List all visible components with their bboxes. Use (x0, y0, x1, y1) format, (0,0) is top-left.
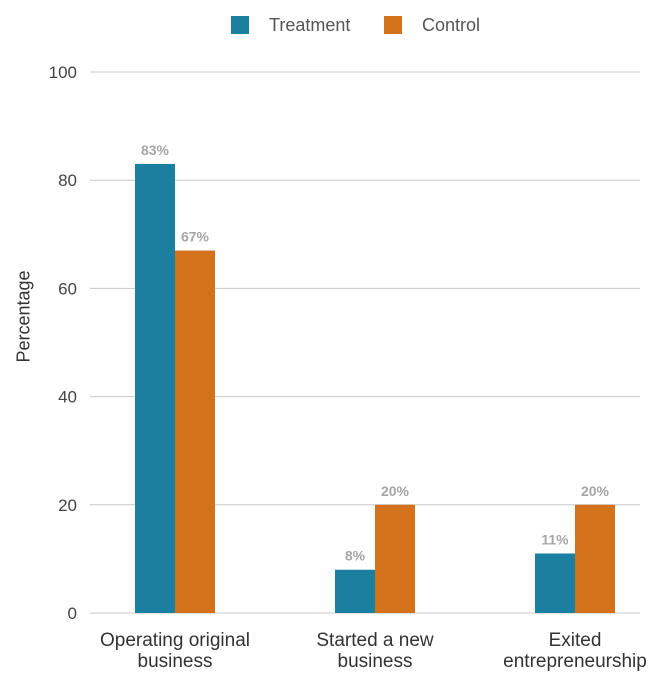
data-label-control-3: 20% (581, 483, 610, 499)
data-label-control-1: 67% (181, 229, 210, 245)
bar-control-3 (575, 504, 615, 613)
legend-item-treatment: Treatment (231, 13, 350, 37)
data-label-treatment-3: 11% (541, 531, 569, 547)
legend: Treatment Control (0, 13, 668, 37)
data-label-treatment-1: 83% (141, 142, 170, 158)
legend-item-control: Control (384, 13, 480, 37)
bar-control-2 (375, 504, 415, 613)
x-tick-label-2-line-2: business (338, 651, 413, 672)
data-label-treatment-2: 8% (345, 548, 366, 564)
bar-treatment-3 (535, 553, 575, 613)
y-tick-label-60: 60 (58, 279, 77, 298)
y-tick-label-40: 40 (58, 388, 77, 407)
legend-label-control: Control (422, 14, 481, 35)
x-tick-label-3-line-2: entrepreneurship (503, 651, 647, 672)
y-tick-label-100: 100 (49, 63, 77, 82)
x-tick-label-3-line-1: Exited (549, 630, 602, 651)
x-tick-label-2-line-1: Started a new (316, 630, 434, 651)
legend-swatch-control (384, 16, 402, 34)
y-tick-label-20: 20 (58, 496, 77, 515)
legend-label-treatment: Treatment (269, 14, 351, 35)
bar-control-1 (175, 250, 215, 613)
y-tick-label-0: 0 (68, 604, 77, 623)
x-tick-label-1-line-1: Operating original (100, 630, 250, 651)
data-label-control-2: 20% (381, 483, 410, 499)
bar-treatment-2 (335, 569, 375, 613)
bar-treatment-1 (135, 163, 175, 613)
legend-swatch-treatment (231, 16, 249, 34)
x-tick-label-1-line-2: business (138, 651, 213, 672)
y-tick-label-80: 80 (58, 171, 77, 190)
